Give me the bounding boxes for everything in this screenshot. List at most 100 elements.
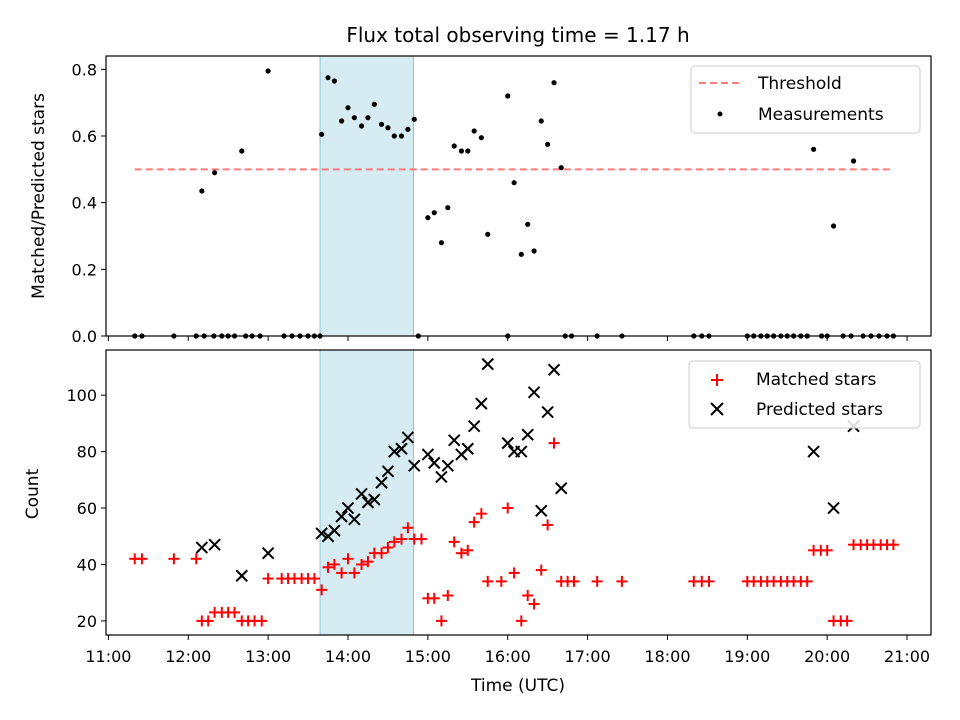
predicted-star-point bbox=[827, 501, 840, 515]
measurement-point bbox=[385, 125, 391, 131]
matched-star-point bbox=[475, 508, 487, 520]
matched-star-point bbox=[342, 553, 354, 565]
matched-star-point bbox=[202, 615, 214, 627]
matched-star-point bbox=[801, 575, 813, 587]
bottom-x-label: Time (UTC) bbox=[470, 676, 565, 696]
matched-star-point bbox=[382, 542, 394, 554]
measurement-point bbox=[319, 131, 325, 137]
predicted-star-point-b bbox=[428, 456, 441, 470]
matched-star-point bbox=[362, 556, 374, 568]
bottom-x-tick-label: 18:00 bbox=[644, 647, 690, 666]
matched-star-point bbox=[395, 533, 407, 545]
predicted-star-point bbox=[475, 397, 488, 410]
matched-stars-points bbox=[129, 437, 899, 627]
predicted-star-point-b bbox=[235, 569, 248, 582]
matched-star-point bbox=[168, 553, 180, 565]
predicted-star-point bbox=[807, 445, 820, 458]
measurement-point bbox=[511, 180, 517, 186]
top-legend-box bbox=[690, 65, 921, 134]
bottom-y-tick-label: 100 bbox=[66, 386, 97, 405]
predicted-star-point bbox=[541, 405, 554, 419]
predicted-star-point-b bbox=[448, 434, 461, 447]
bottom-legend: Matched stars Predicted stars bbox=[688, 360, 921, 429]
predicted-star-point-b bbox=[521, 428, 534, 441]
predicted-star-point-b bbox=[475, 397, 488, 410]
predicted-star-point bbox=[435, 470, 448, 484]
predicted-star-point bbox=[421, 448, 435, 461]
bottom-axes-frame bbox=[105, 349, 932, 636]
matched-star-point bbox=[328, 558, 340, 570]
matched-star-point bbox=[402, 522, 414, 534]
measurement-point bbox=[478, 135, 484, 141]
matched-star-point bbox=[841, 615, 853, 627]
matched-star-point bbox=[482, 575, 494, 587]
measurement-point bbox=[425, 215, 431, 221]
predicted-star-point-b bbox=[807, 445, 820, 458]
matched-star-point bbox=[462, 544, 474, 556]
predicted-star-point-b bbox=[361, 496, 375, 509]
measurements-legend-label: Measurements bbox=[758, 105, 884, 125]
predicted-star-point-b bbox=[261, 546, 275, 560]
measurement-point bbox=[445, 205, 451, 211]
bottom-y-tick-label: 60 bbox=[77, 499, 97, 518]
predicted-star-point bbox=[195, 541, 209, 554]
matched-star-point bbox=[322, 561, 334, 573]
predicted-star-point-b bbox=[381, 465, 395, 478]
predicted-star-point bbox=[428, 456, 441, 470]
highlight-span bbox=[319, 349, 414, 636]
measurement-point bbox=[850, 158, 857, 164]
predicted-star-point-b bbox=[208, 538, 221, 551]
matched-star-point bbox=[591, 575, 603, 587]
top-y-tick-label: 0.4 bbox=[72, 194, 97, 213]
predicted-star-point bbox=[521, 428, 534, 441]
matched-star-point bbox=[821, 544, 833, 556]
bottom-x-tick-label: 15:00 bbox=[405, 647, 451, 666]
matched-star-point bbox=[522, 589, 534, 601]
measurement-point bbox=[358, 123, 365, 129]
predicted-star-point bbox=[527, 386, 541, 399]
predicted-star-point-b bbox=[348, 513, 361, 526]
matched-star-point bbox=[428, 592, 440, 604]
predicted-star-point bbox=[315, 527, 328, 540]
matched-star-point bbox=[515, 615, 527, 627]
predicted-star-point-b bbox=[335, 510, 348, 523]
matched-star-point bbox=[415, 533, 427, 545]
predicted-star-point bbox=[408, 459, 421, 472]
top-axes-frame bbox=[105, 55, 932, 337]
matched-star-point bbox=[316, 584, 328, 596]
matched-star-point bbox=[535, 564, 547, 576]
predicted-star-point-b bbox=[315, 527, 328, 540]
predicted-legend-swatch bbox=[710, 402, 724, 416]
predicted-star-point bbox=[535, 504, 548, 518]
top-y-label: Matched/Predicted stars bbox=[29, 93, 49, 299]
highlight-span bbox=[319, 55, 414, 337]
measurement-point bbox=[810, 146, 817, 152]
bottom-x-tick-label: 11:00 bbox=[85, 647, 131, 666]
matched-star-point bbox=[136, 553, 148, 565]
measurement-point bbox=[451, 143, 457, 149]
bottom-x-tick-label: 21:00 bbox=[884, 647, 930, 666]
predicted-star-point-b bbox=[388, 445, 401, 458]
top-y-tick-label: 0.6 bbox=[72, 127, 97, 146]
matched-star-point bbox=[455, 547, 467, 559]
measurement-point bbox=[531, 248, 537, 254]
measurement-point bbox=[239, 148, 245, 154]
top-x-ticks bbox=[107, 336, 908, 341]
measurement-point bbox=[265, 68, 271, 74]
predicted-star-point bbox=[547, 363, 561, 376]
predicted-star-point bbox=[481, 357, 494, 371]
measurements-legend-swatch bbox=[717, 111, 723, 117]
matched-star-point bbox=[256, 615, 268, 627]
measurement-point bbox=[538, 118, 544, 124]
measurement-point bbox=[505, 93, 511, 99]
matched-star-point bbox=[376, 547, 388, 559]
predicted-star-point-b bbox=[408, 459, 421, 472]
bottom-panel: 20 40 60 80 100 11:00 12:00 13:00 14:00 15:00 16:… bbox=[23, 349, 932, 696]
measurement-point bbox=[431, 210, 437, 216]
predicted-star-point-b bbox=[481, 357, 494, 371]
predicted-star-point bbox=[555, 482, 568, 495]
measurement-point bbox=[331, 78, 338, 84]
bottom-x-tick-label: 13:00 bbox=[245, 647, 291, 666]
matched-legend-label: Matched stars bbox=[756, 370, 876, 390]
predicted-star-point-b bbox=[461, 442, 474, 455]
